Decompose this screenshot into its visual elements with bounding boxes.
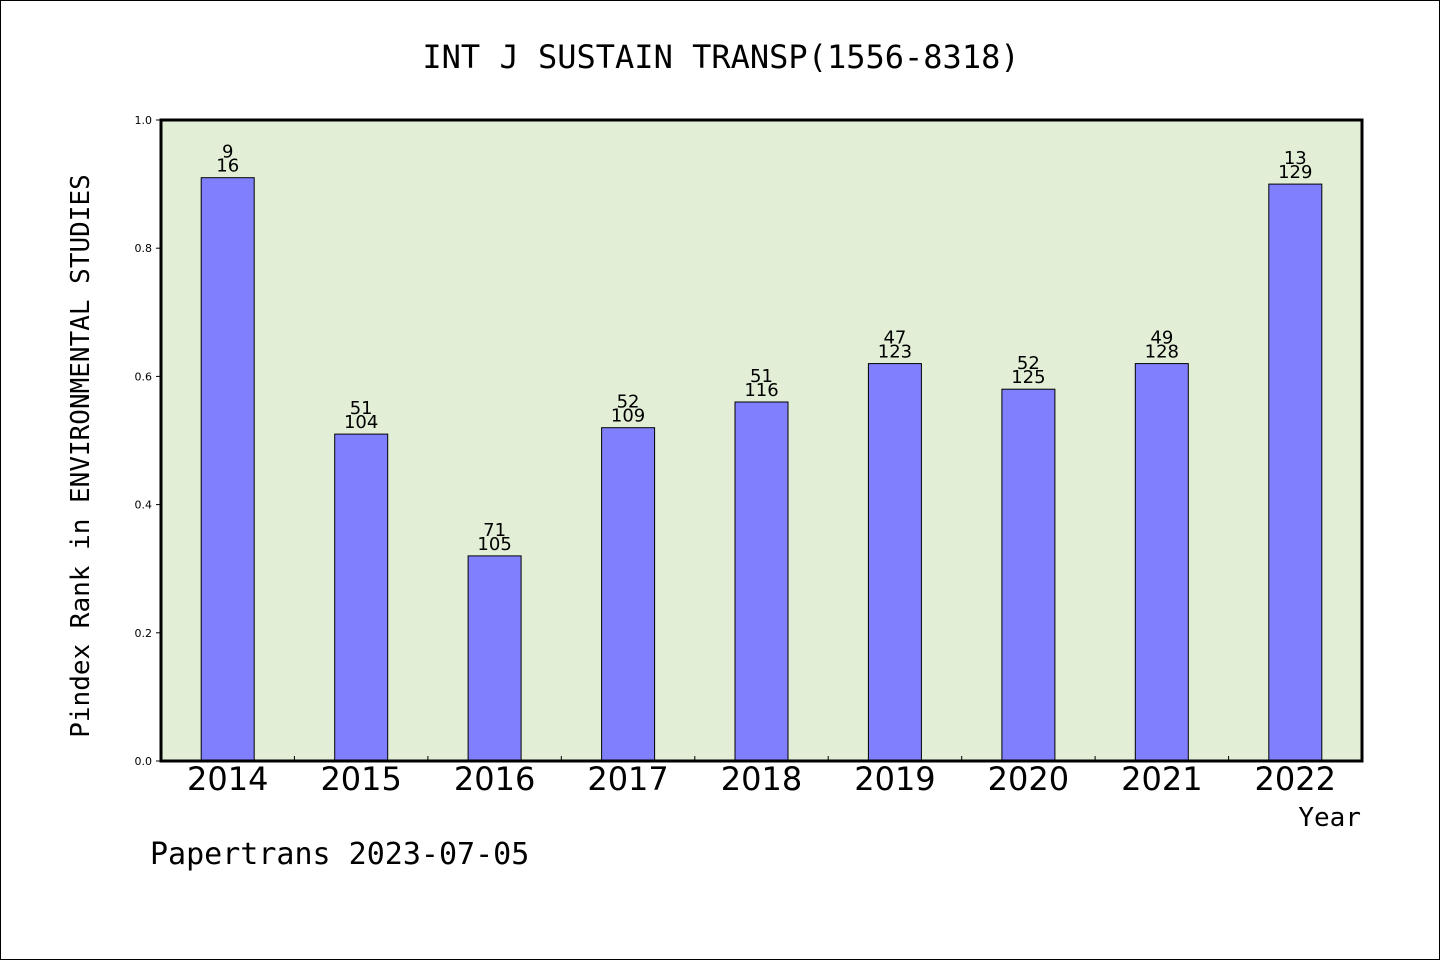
x-tick-label-2021: 2021 <box>1121 760 1202 798</box>
rank-label-2015: 51 <box>350 398 373 419</box>
total-label-2016: 105 <box>477 534 511 555</box>
bar-2022 <box>1268 183 1323 762</box>
rank-label-2020: 52 <box>1017 353 1040 374</box>
total-label-2017: 109 <box>611 406 645 427</box>
x-tick-label-2016: 2016 <box>454 760 535 798</box>
rank-label-2016: 71 <box>483 520 506 541</box>
rank-label-2017: 52 <box>617 392 640 413</box>
plot-frame <box>159 118 1364 763</box>
total-label-2018: 116 <box>744 380 778 401</box>
x-tick-label-2017: 2017 <box>587 760 668 798</box>
total-label-2022: 129 <box>1278 162 1312 183</box>
bar-2018 <box>734 401 789 762</box>
x-tick-label-2022: 2022 <box>1255 760 1336 798</box>
x-axis-ticks: 2014 2015 2016 2017 2018 2019 2020 2021 2022 <box>187 756 1336 798</box>
bar-2015 <box>334 433 389 762</box>
y-axis-label: Pindex Rank in ENVIRONMENTAL STUDIES <box>66 174 96 738</box>
bars-group <box>200 177 1323 762</box>
total-label-2015: 104 <box>344 412 378 433</box>
rank-label-2019: 47 <box>883 328 906 349</box>
rank-label-2022: 13 <box>1284 148 1307 169</box>
x-tick-label-2019: 2019 <box>854 760 935 798</box>
y-tick-label: 0.8 <box>135 242 153 255</box>
y-tick-label: 0.4 <box>135 499 153 512</box>
data-labels-group: 9165110471105521095111647123521254912813… <box>216 142 1312 555</box>
x-tick-label-2015: 2015 <box>320 760 401 798</box>
rank-label-2021: 49 <box>1150 328 1173 349</box>
x-tick-label-2020: 2020 <box>988 760 1069 798</box>
y-tick-label: 1.0 <box>135 114 153 127</box>
bar-2014 <box>200 177 255 762</box>
x-tick-label-2018: 2018 <box>721 760 802 798</box>
y-tick-label: 0.2 <box>135 627 153 640</box>
y-tick-label: 0.6 <box>135 370 153 383</box>
total-label-2020: 125 <box>1011 367 1045 388</box>
rank-label-2014: 9 <box>222 142 233 163</box>
total-label-2019: 123 <box>878 342 912 363</box>
bar-2020 <box>1001 388 1056 762</box>
x-tick-label-2014: 2014 <box>187 760 268 798</box>
y-tick-label: 0.0 <box>135 755 153 768</box>
bar-2019 <box>867 363 922 762</box>
bar-2021 <box>1134 363 1189 762</box>
chart-title: INT J SUSTAIN TRANSP(1556-8318) <box>422 38 1019 76</box>
total-label-2014: 16 <box>216 156 239 177</box>
bar-2016 <box>467 555 522 762</box>
x-axis-label: Year <box>1298 803 1361 833</box>
footer-credit: Papertrans 2023-07-05 <box>150 837 529 872</box>
y-axis-ticks: 0.0 0.2 0.4 0.6 0.8 1.0 <box>135 114 161 768</box>
total-label-2021: 128 <box>1145 342 1179 363</box>
rank-label-2018: 51 <box>750 366 773 387</box>
bar-2017 <box>601 427 656 762</box>
